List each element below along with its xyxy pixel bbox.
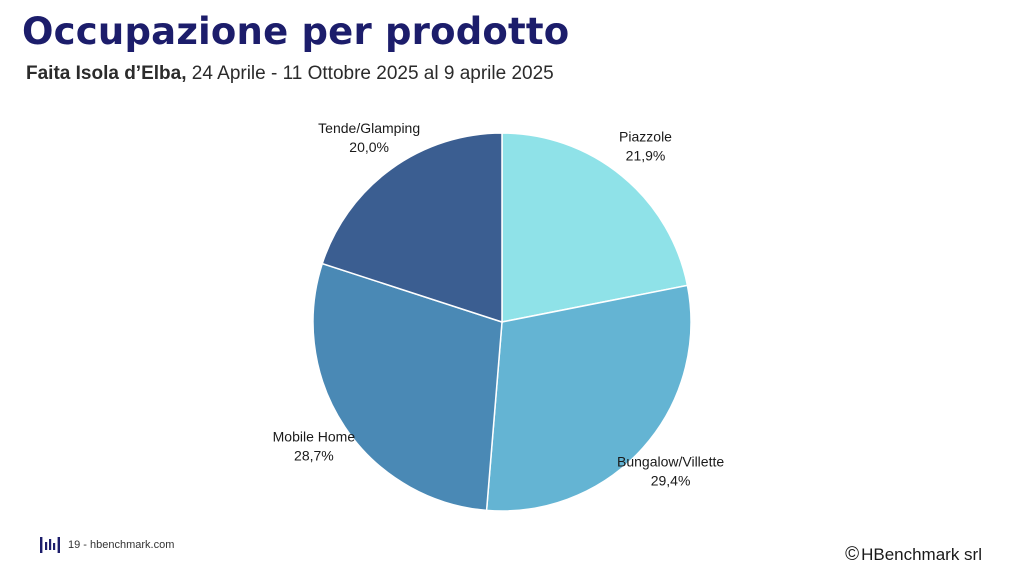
slice-label-bungalow-villette: Bungalow/Villette — [617, 454, 724, 470]
slice-value-bungalow-villette: 29,4% — [651, 473, 691, 489]
slice-label-tende-glamping: Tende/Glamping — [318, 120, 420, 136]
slice-value-tende-glamping: 20,0% — [349, 139, 389, 155]
hbenchmark-logo-icon — [40, 537, 60, 553]
footer-copyright: © HBenchmark srl — [845, 544, 982, 566]
pie-slice-piazzole — [501, 132, 689, 323]
slide-subtitle: Faita Isola d’Elba, 24 Aprile - 11 Ottob… — [26, 63, 554, 85]
footer-page-text: 19 - hbenchmark.com — [68, 539, 175, 551]
subtitle-period: 24 Aprile - 11 Ottobre 2025 al 9 aprile … — [186, 63, 554, 84]
slice-label-mobile-home: Mobile Home — [273, 428, 356, 444]
slice-value-piazzole: 21,9% — [626, 147, 666, 163]
pie-slice-tende-glamping — [321, 132, 503, 324]
pie-slice-mobile-home — [312, 262, 503, 512]
slice-value-mobile-home: 28,7% — [294, 447, 334, 463]
pie-slice-bungalow-villette — [485, 284, 692, 512]
copyright-icon: © — [845, 544, 860, 565]
slide-title: Occupazione per prodotto — [22, 10, 570, 53]
subtitle-location: Faita Isola d’Elba, — [26, 63, 187, 84]
slice-label-piazzole: Piazzole — [619, 128, 672, 144]
copyright-text: HBenchmark srl — [861, 545, 982, 564]
footer-page-info: 19 - hbenchmark.com — [40, 536, 174, 554]
